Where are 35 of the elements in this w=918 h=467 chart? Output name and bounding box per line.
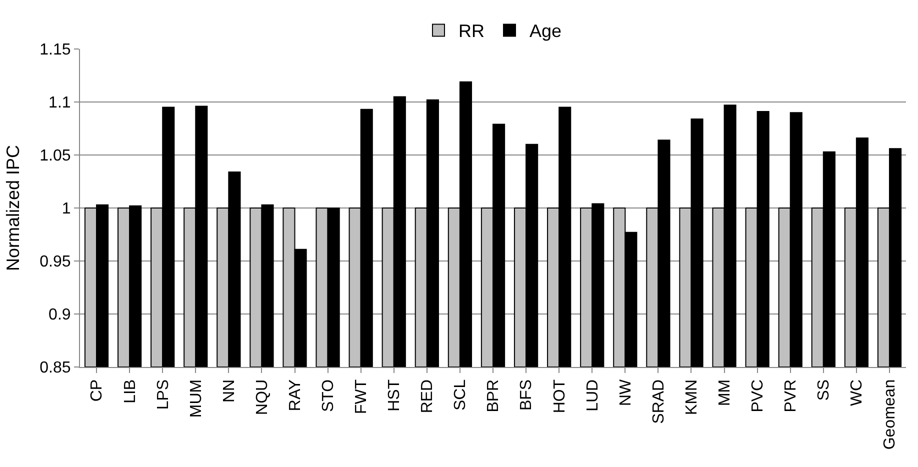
y-axis-title: Normalized IPC [2,144,23,272]
x-tick-label: LPS [154,379,172,410]
x-tick-label: BPR [485,379,502,412]
x-tick-label: NW [617,378,634,406]
x-tick-label: LUD [584,379,602,412]
x-tick-label: RED [419,379,436,414]
y-tick-label: 1.15 [40,42,71,59]
x-tick-label: SS [816,379,833,401]
x-tick-label: MUM [188,379,205,418]
y-tick-label: 0.95 [40,254,71,271]
x-tick-label: CP [88,379,106,402]
x-tick-label: LIB [122,379,139,404]
x-tick-label: NN [220,379,238,403]
x-tick-label: STO [320,379,337,412]
x-tick-label: BFS [518,379,536,411]
y-tick-label: 0.9 [48,306,71,324]
x-tick-label: MM [716,379,734,406]
x-tick-label: RAY [286,379,304,412]
y-tick-label: 1.1 [48,94,71,112]
x-tick-label: HOT [551,379,568,414]
x-tick-label: PVC [750,379,767,412]
x-tick-label: NQU [254,379,271,415]
x-tick-label: WC [848,379,866,406]
x-tick-label: KMN [683,379,700,415]
legend-label: RR [458,21,484,42]
legend-label: Age [530,21,562,42]
x-tick-label: PVR [782,379,800,412]
x-tick-label: Geomean [882,379,899,450]
x-tick-label: SCL [452,379,470,411]
x-tick-label: HST [386,379,404,412]
y-tick-label: 1.05 [40,148,71,165]
y-tick-label: 0.85 [40,360,71,377]
x-tick-label: FWT [353,379,370,414]
y-tick-label: 1 [62,200,71,218]
x-tick-label: SRAD [650,379,668,424]
